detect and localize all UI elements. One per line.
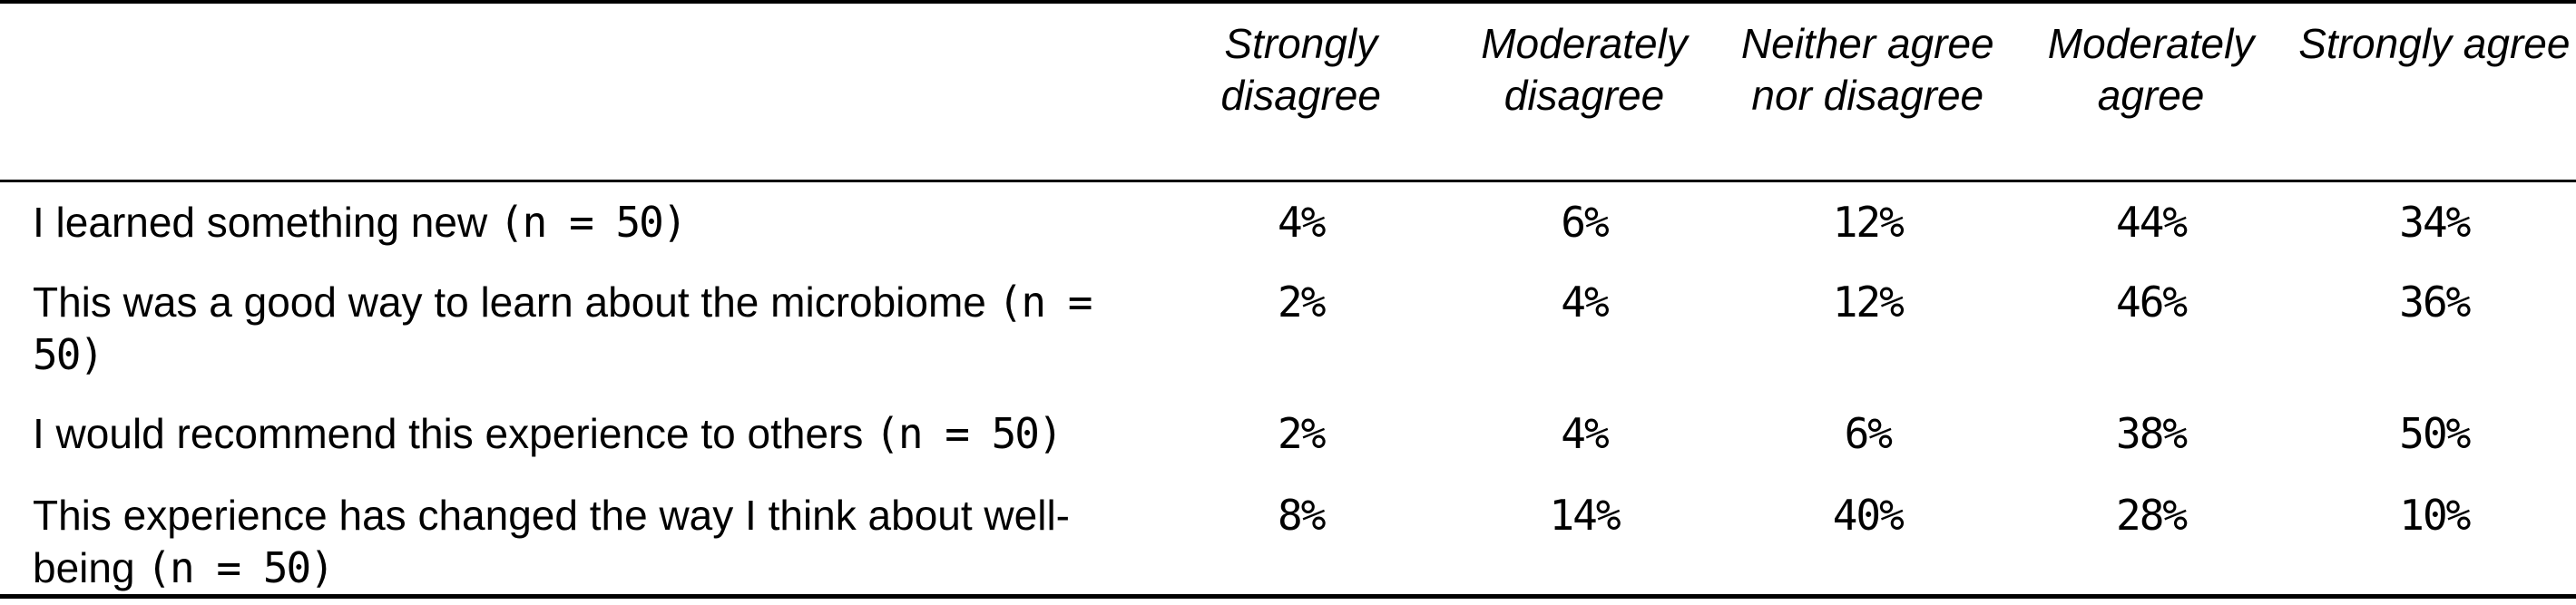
column-header-moderately-agree: Moderately agree	[2047, 20, 2255, 119]
value-cell: 14%	[1549, 491, 1621, 540]
value-cell: 8%	[1278, 491, 1326, 540]
value-cell: 40%	[1832, 491, 1905, 540]
column-header-strongly-agree: Strongly agree	[2298, 20, 2571, 67]
question-cell: This experience has changed the way I th…	[0, 475, 1160, 597]
question-text: I would recommend this experience to oth…	[33, 410, 864, 457]
value-cell: 6%	[1844, 409, 1893, 458]
value-cell: 2%	[1278, 278, 1326, 327]
question-text: I learned something new	[33, 198, 488, 246]
question-text: This was a good way to learn about the m…	[33, 278, 986, 326]
value-cell: 50%	[2399, 409, 2471, 458]
question-column-header	[0, 2, 1160, 181]
question-cell: I learned something new (n = 50)	[0, 181, 1160, 262]
value-cell: 28%	[2116, 491, 2188, 540]
value-cell: 4%	[1561, 409, 1609, 458]
sample-size: (n = 50)	[498, 197, 688, 247]
value-cell: 34%	[2399, 197, 2471, 247]
value-cell: 44%	[2116, 197, 2188, 247]
value-cell: 12%	[1832, 278, 1905, 327]
column-header-moderately-disagree: Moderately disagree	[1481, 20, 1688, 119]
value-cell: 10%	[2399, 491, 2471, 540]
table-row: This experience has changed the way I th…	[0, 475, 2576, 597]
value-cell: 6%	[1561, 197, 1609, 247]
sample-size: (n = 50)	[146, 543, 335, 592]
table-header: Strongly disagree Moderately disagree Ne…	[0, 2, 2576, 181]
question-text: This experience has changed the way I th…	[33, 492, 1070, 591]
value-cell: 36%	[2399, 278, 2471, 327]
column-header-neither: Neither agree nor disagree	[1740, 20, 1994, 119]
value-cell: 38%	[2116, 409, 2188, 458]
value-cell: 12%	[1832, 197, 1905, 247]
sample-size: (n = 50)	[875, 409, 1063, 458]
question-cell: I would recommend this experience to oth…	[0, 394, 1160, 475]
value-cell: 2%	[1278, 409, 1326, 458]
value-cell: 4%	[1561, 278, 1609, 327]
table-row: I would recommend this experience to oth…	[0, 394, 2576, 475]
value-cell: 4%	[1278, 197, 1326, 247]
table-row: I learned something new (n = 50) 4% 6% 1…	[0, 181, 2576, 262]
table-body: I learned something new (n = 50) 4% 6% 1…	[0, 181, 2576, 597]
column-header-strongly-disagree: Strongly disagree	[1220, 20, 1381, 119]
table-row: This was a good way to learn about the m…	[0, 262, 2576, 394]
question-cell: This was a good way to learn about the m…	[0, 262, 1160, 394]
sample-size: (n = 50)	[33, 278, 1092, 379]
header-row: Strongly disagree Moderately disagree Ne…	[0, 2, 2576, 181]
value-cell: 46%	[2116, 278, 2188, 327]
